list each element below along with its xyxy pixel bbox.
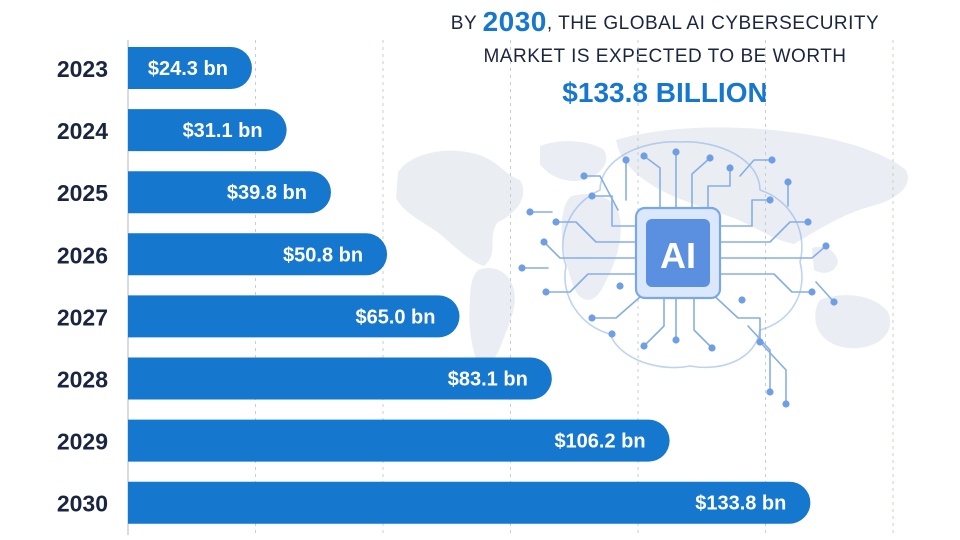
chart-bars: $24.3 bn $31.1 bn $39.8 bn $50.8 bn $65.0 bn… [128,47,811,524]
bar-2027 [128,295,460,338]
headline-year: 2030 [482,6,547,37]
bar-value-label: $65.0 bn [355,306,435,328]
ai-chip-icon: AI [634,206,722,300]
bar-2024 [128,109,287,152]
bar-2028 [128,357,552,400]
bar-value-label: $31.1 bn [183,120,263,142]
world-map-background [396,127,908,367]
category-label-2024: 2024 [57,118,108,144]
headline-line-2: MARKET IS EXPECTED TO BE WORTH [483,46,847,67]
category-label-2026: 2026 [57,242,108,268]
category-label-2025: 2025 [57,180,108,206]
category-labels: 2023 2024 2025 2026 2027 2028 2029 2030 [57,56,108,517]
bar-value-label: $133.8 bn [695,493,786,515]
bar-value-label: $39.8 bn [227,182,307,204]
category-label-2028: 2028 [57,367,108,393]
bar-2029 [128,419,670,462]
bar-value-label: $24.3 bn [148,58,228,80]
ai-brain-circuit-icon [521,141,835,405]
category-label-2030: 2030 [57,491,108,517]
bar-2025 [128,171,331,214]
headline-suffix: , THE GLOBAL AI CYBERSECURITY [546,13,880,34]
headline-amount: $133.8 BILLION [562,77,768,108]
category-label-2023: 2023 [57,56,108,82]
headline-prefix: BY [450,13,483,34]
headline-line-1: BY 2030, THE GLOBAL AI CYBERSECURITY [380,6,950,38]
bar-2030 [128,481,811,524]
category-label-2027: 2027 [57,304,108,330]
ai-chip-label: AI [660,235,696,276]
bar-2023 [128,47,252,89]
bar-value-label: $106.2 bn [554,431,645,453]
bar-2026 [128,233,388,276]
circuit-nodes [518,148,838,408]
bar-value-label: $83.1 bn [448,369,528,391]
bar-value-label: $50.8 bn [283,244,363,266]
category-label-2029: 2029 [57,429,108,455]
